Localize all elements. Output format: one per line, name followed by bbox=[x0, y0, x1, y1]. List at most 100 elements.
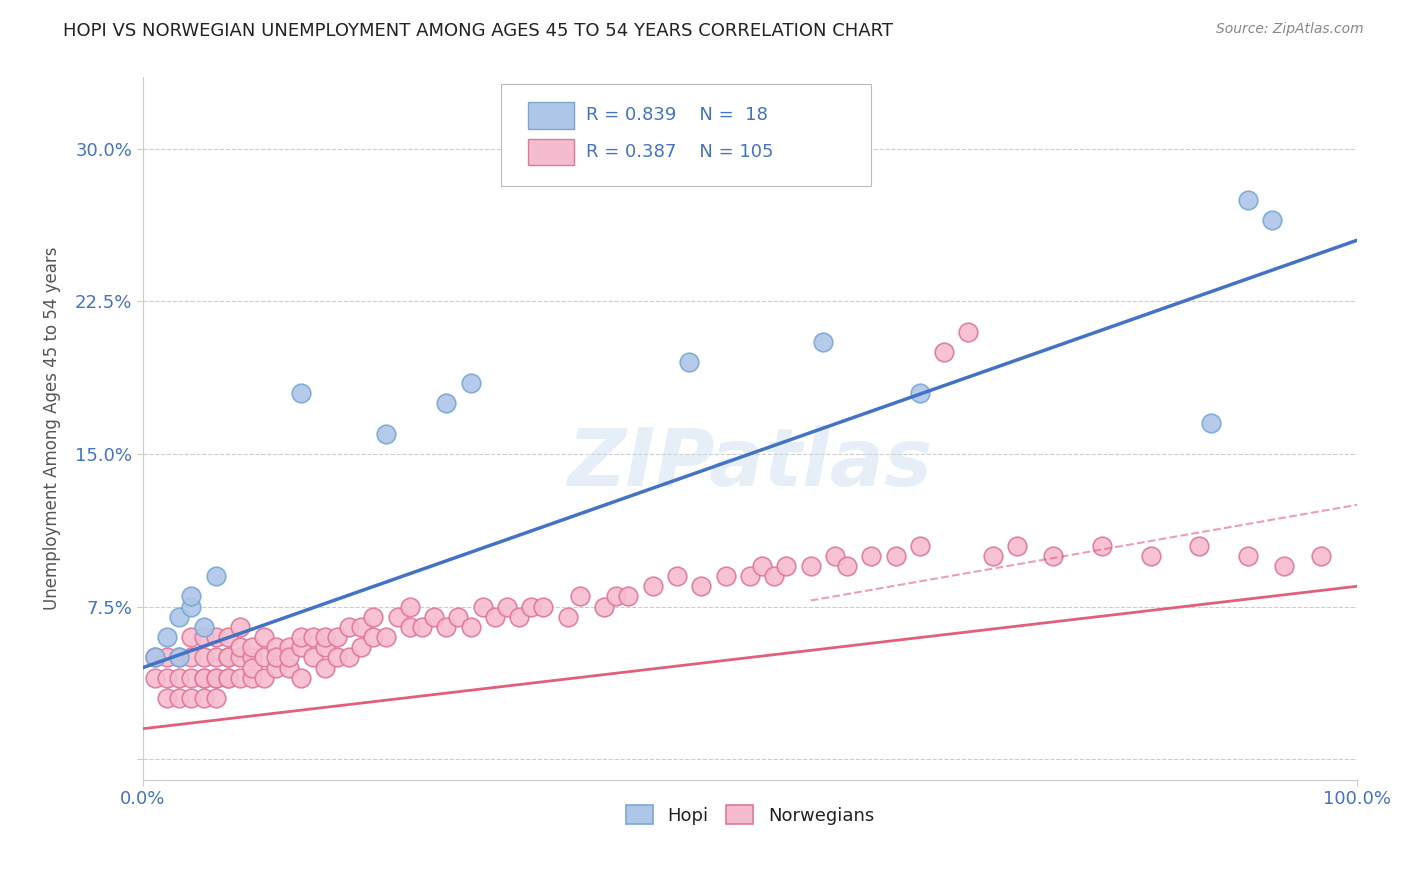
Point bbox=[167, 671, 190, 685]
Point bbox=[533, 599, 555, 614]
Point bbox=[1042, 549, 1064, 563]
Point bbox=[229, 640, 252, 655]
Point bbox=[253, 630, 276, 644]
Point bbox=[1272, 558, 1295, 573]
Point bbox=[156, 630, 179, 644]
Point bbox=[326, 630, 349, 644]
Point bbox=[714, 569, 737, 583]
Point bbox=[290, 630, 312, 644]
Point bbox=[471, 599, 494, 614]
Point bbox=[240, 650, 263, 665]
Legend: Hopi, Norwegians: Hopi, Norwegians bbox=[617, 797, 883, 834]
FancyBboxPatch shape bbox=[501, 85, 872, 186]
Text: R = 0.839    N =  18: R = 0.839 N = 18 bbox=[586, 106, 768, 124]
Point bbox=[434, 396, 457, 410]
Point bbox=[496, 599, 519, 614]
Point bbox=[411, 620, 433, 634]
Point bbox=[277, 661, 299, 675]
Point bbox=[678, 355, 700, 369]
Point bbox=[240, 640, 263, 655]
Point bbox=[423, 609, 446, 624]
Point bbox=[180, 590, 202, 604]
Point bbox=[240, 671, 263, 685]
Point bbox=[751, 558, 773, 573]
Point bbox=[811, 334, 834, 349]
Point bbox=[1236, 193, 1258, 207]
Point bbox=[434, 620, 457, 634]
Point bbox=[277, 650, 299, 665]
Point bbox=[1201, 417, 1223, 431]
Text: HOPI VS NORWEGIAN UNEMPLOYMENT AMONG AGES 45 TO 54 YEARS CORRELATION CHART: HOPI VS NORWEGIAN UNEMPLOYMENT AMONG AGE… bbox=[63, 22, 893, 40]
Point bbox=[217, 650, 239, 665]
Point bbox=[266, 650, 288, 665]
Point bbox=[350, 620, 373, 634]
Point bbox=[301, 650, 323, 665]
Bar bbox=[527, 102, 574, 128]
Point bbox=[908, 539, 931, 553]
Point bbox=[229, 650, 252, 665]
Point bbox=[1236, 549, 1258, 563]
Point bbox=[824, 549, 846, 563]
Point bbox=[180, 671, 202, 685]
Point bbox=[1188, 539, 1211, 553]
Point bbox=[204, 630, 226, 644]
Point bbox=[690, 579, 713, 593]
Point bbox=[1091, 539, 1114, 553]
Point bbox=[229, 620, 252, 634]
Point bbox=[520, 599, 543, 614]
Point bbox=[167, 609, 190, 624]
Point bbox=[835, 558, 858, 573]
Point bbox=[605, 590, 627, 604]
Text: ZIPatlas: ZIPatlas bbox=[568, 425, 932, 502]
Point bbox=[240, 661, 263, 675]
Point bbox=[277, 640, 299, 655]
Point bbox=[447, 609, 470, 624]
Point bbox=[217, 650, 239, 665]
Point bbox=[1005, 539, 1028, 553]
Point bbox=[399, 599, 422, 614]
Point bbox=[337, 650, 360, 665]
Point bbox=[1139, 549, 1161, 563]
Point bbox=[363, 609, 385, 624]
Point bbox=[568, 590, 591, 604]
Point bbox=[204, 671, 226, 685]
Point bbox=[167, 650, 190, 665]
Point bbox=[314, 630, 336, 644]
Text: R = 0.387    N = 105: R = 0.387 N = 105 bbox=[586, 143, 773, 161]
Point bbox=[193, 691, 215, 706]
Point bbox=[301, 630, 323, 644]
Point bbox=[180, 691, 202, 706]
Point bbox=[738, 569, 761, 583]
Point bbox=[350, 640, 373, 655]
Point bbox=[193, 671, 215, 685]
Point bbox=[253, 650, 276, 665]
Point bbox=[290, 385, 312, 400]
Point bbox=[193, 620, 215, 634]
Point bbox=[204, 671, 226, 685]
Point bbox=[204, 569, 226, 583]
Point bbox=[217, 671, 239, 685]
Point bbox=[593, 599, 616, 614]
Point bbox=[666, 569, 689, 583]
Point bbox=[156, 671, 179, 685]
Point bbox=[314, 640, 336, 655]
Point bbox=[1309, 549, 1331, 563]
Point bbox=[217, 671, 239, 685]
Point bbox=[934, 345, 956, 359]
Y-axis label: Unemployment Among Ages 45 to 54 years: Unemployment Among Ages 45 to 54 years bbox=[44, 247, 60, 610]
Point bbox=[314, 661, 336, 675]
Point bbox=[981, 549, 1004, 563]
Point bbox=[557, 609, 579, 624]
Point bbox=[156, 691, 179, 706]
Point bbox=[387, 609, 409, 624]
Point bbox=[193, 630, 215, 644]
Point bbox=[167, 691, 190, 706]
Point bbox=[884, 549, 907, 563]
Point bbox=[860, 549, 883, 563]
Point bbox=[204, 691, 226, 706]
Point bbox=[143, 650, 166, 665]
Point bbox=[143, 650, 166, 665]
Point bbox=[484, 609, 506, 624]
Text: Source: ZipAtlas.com: Source: ZipAtlas.com bbox=[1216, 22, 1364, 37]
Point bbox=[143, 671, 166, 685]
